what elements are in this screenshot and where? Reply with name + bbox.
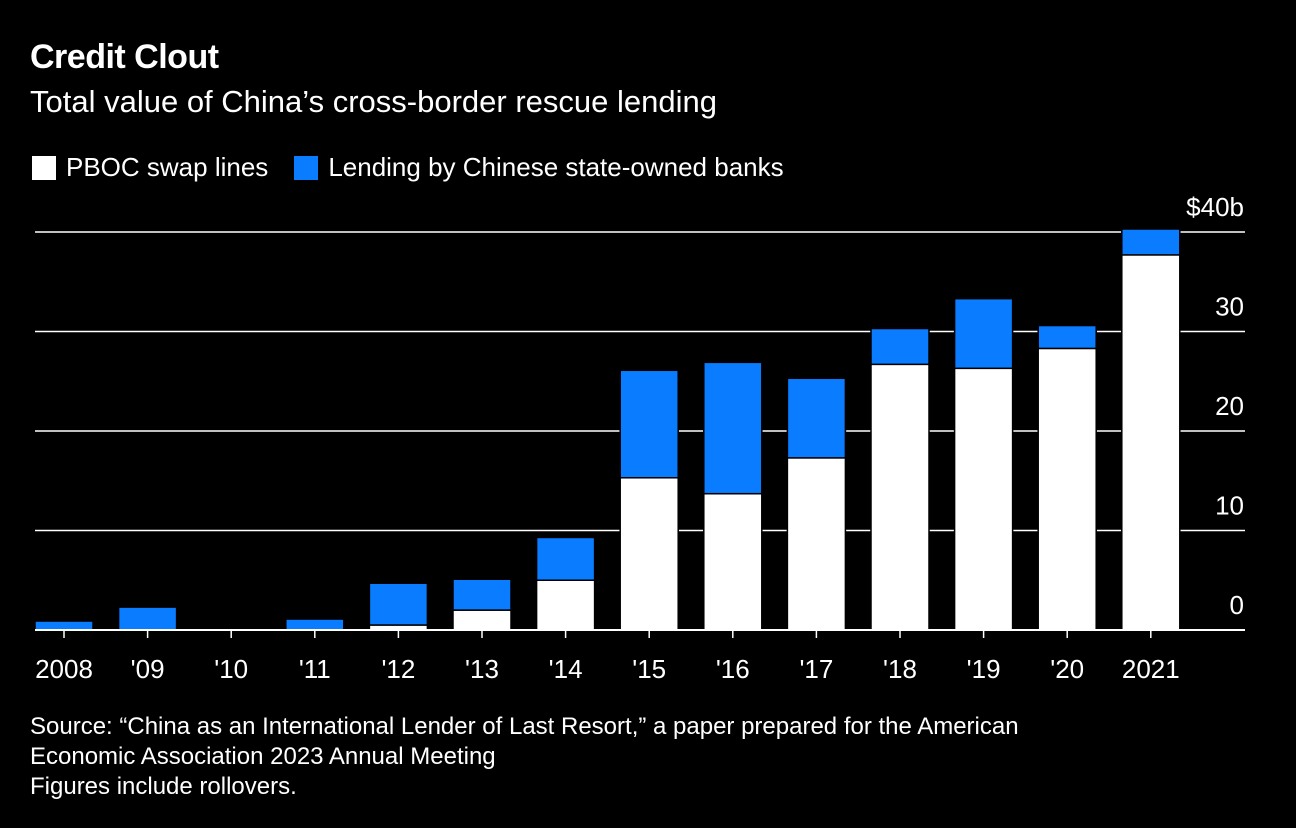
x-tick-label: '14: [549, 654, 583, 684]
x-tick-label: '20: [1050, 654, 1084, 684]
source-line-1: Source: “China as an International Lende…: [30, 713, 1019, 740]
axes: 0 10 20 30 $40b 2008 '09 '10 '11 '12 '13 '14 '15 '16 '…: [35, 192, 1245, 684]
bar-segment-pboc: [535, 579, 596, 631]
bar-segment-state-banks: [535, 536, 596, 582]
bars: [34, 228, 1181, 631]
y-tick-label: 20: [1215, 391, 1244, 421]
legend-label-state-banks: Lending by Chinese state-owned banks: [328, 152, 784, 182]
y-tick-label: $40b: [1186, 192, 1244, 222]
bar-segment-state-banks: [452, 578, 512, 611]
legend-label-pboc: PBOC swap lines: [66, 152, 269, 182]
bar-segment-state-banks: [786, 377, 847, 459]
x-tick-label: '18: [883, 654, 917, 684]
x-tick-label: '10: [214, 654, 248, 684]
bar-segment-pboc: [953, 367, 1014, 631]
bar-segment-pboc: [870, 363, 930, 631]
bar-segment-state-banks: [703, 361, 763, 495]
x-tick-label: '15: [632, 654, 666, 684]
x-tick-label: '11: [299, 654, 331, 684]
bar-segment-pboc: [1121, 254, 1181, 631]
bar-segment-state-banks: [285, 618, 345, 631]
y-tick-label: 0: [1230, 590, 1244, 620]
bar-segment-state-banks: [117, 606, 178, 631]
x-tick-label: 2008: [35, 654, 93, 684]
legend: PBOC swap lines Lending by Chinese state…: [32, 152, 810, 183]
bar-segment-state-banks: [368, 582, 429, 626]
legend-item-state-banks: Lending by Chinese state-owned banks: [294, 152, 784, 183]
footnote: Figures include rollovers.: [30, 773, 297, 800]
source-note: Source: “China as an International Lende…: [30, 712, 1230, 802]
bar-segment-state-banks: [870, 327, 930, 366]
x-tick-label: '19: [967, 654, 1001, 684]
bar-segment-pboc: [619, 477, 679, 631]
x-tick-label: '09: [131, 654, 165, 684]
bar-segment-pboc: [786, 457, 847, 631]
x-tick-label: '12: [381, 654, 415, 684]
x-tick-label: 2021: [1122, 654, 1180, 684]
bar-segment-pboc: [452, 609, 512, 631]
y-tick-label: 10: [1215, 491, 1244, 521]
bar-segment-pboc: [703, 492, 763, 631]
legend-item-pboc: PBOC swap lines: [32, 152, 268, 183]
x-tick-label: '17: [799, 654, 833, 684]
legend-swatch-state-banks: [294, 155, 319, 180]
bar-segment-state-banks: [1037, 324, 1097, 350]
bar-segment-pboc: [1037, 347, 1097, 631]
y-tick-label: 30: [1215, 292, 1244, 322]
legend-swatch-pboc: [32, 155, 56, 180]
bar-segment-state-banks: [619, 369, 679, 479]
x-tick-label: '16: [716, 654, 750, 684]
bar-segment-state-banks: [34, 620, 94, 631]
source-line-2: Economic Association 2023 Annual Meeting: [30, 743, 496, 770]
chart-subtitle: Total value of China’s cross-border resc…: [30, 84, 717, 119]
bar-segment-state-banks: [1121, 228, 1181, 256]
chart-title: Credit Clout: [30, 38, 219, 76]
x-tick-label: '13: [465, 654, 499, 684]
bar-segment-state-banks: [953, 297, 1014, 370]
